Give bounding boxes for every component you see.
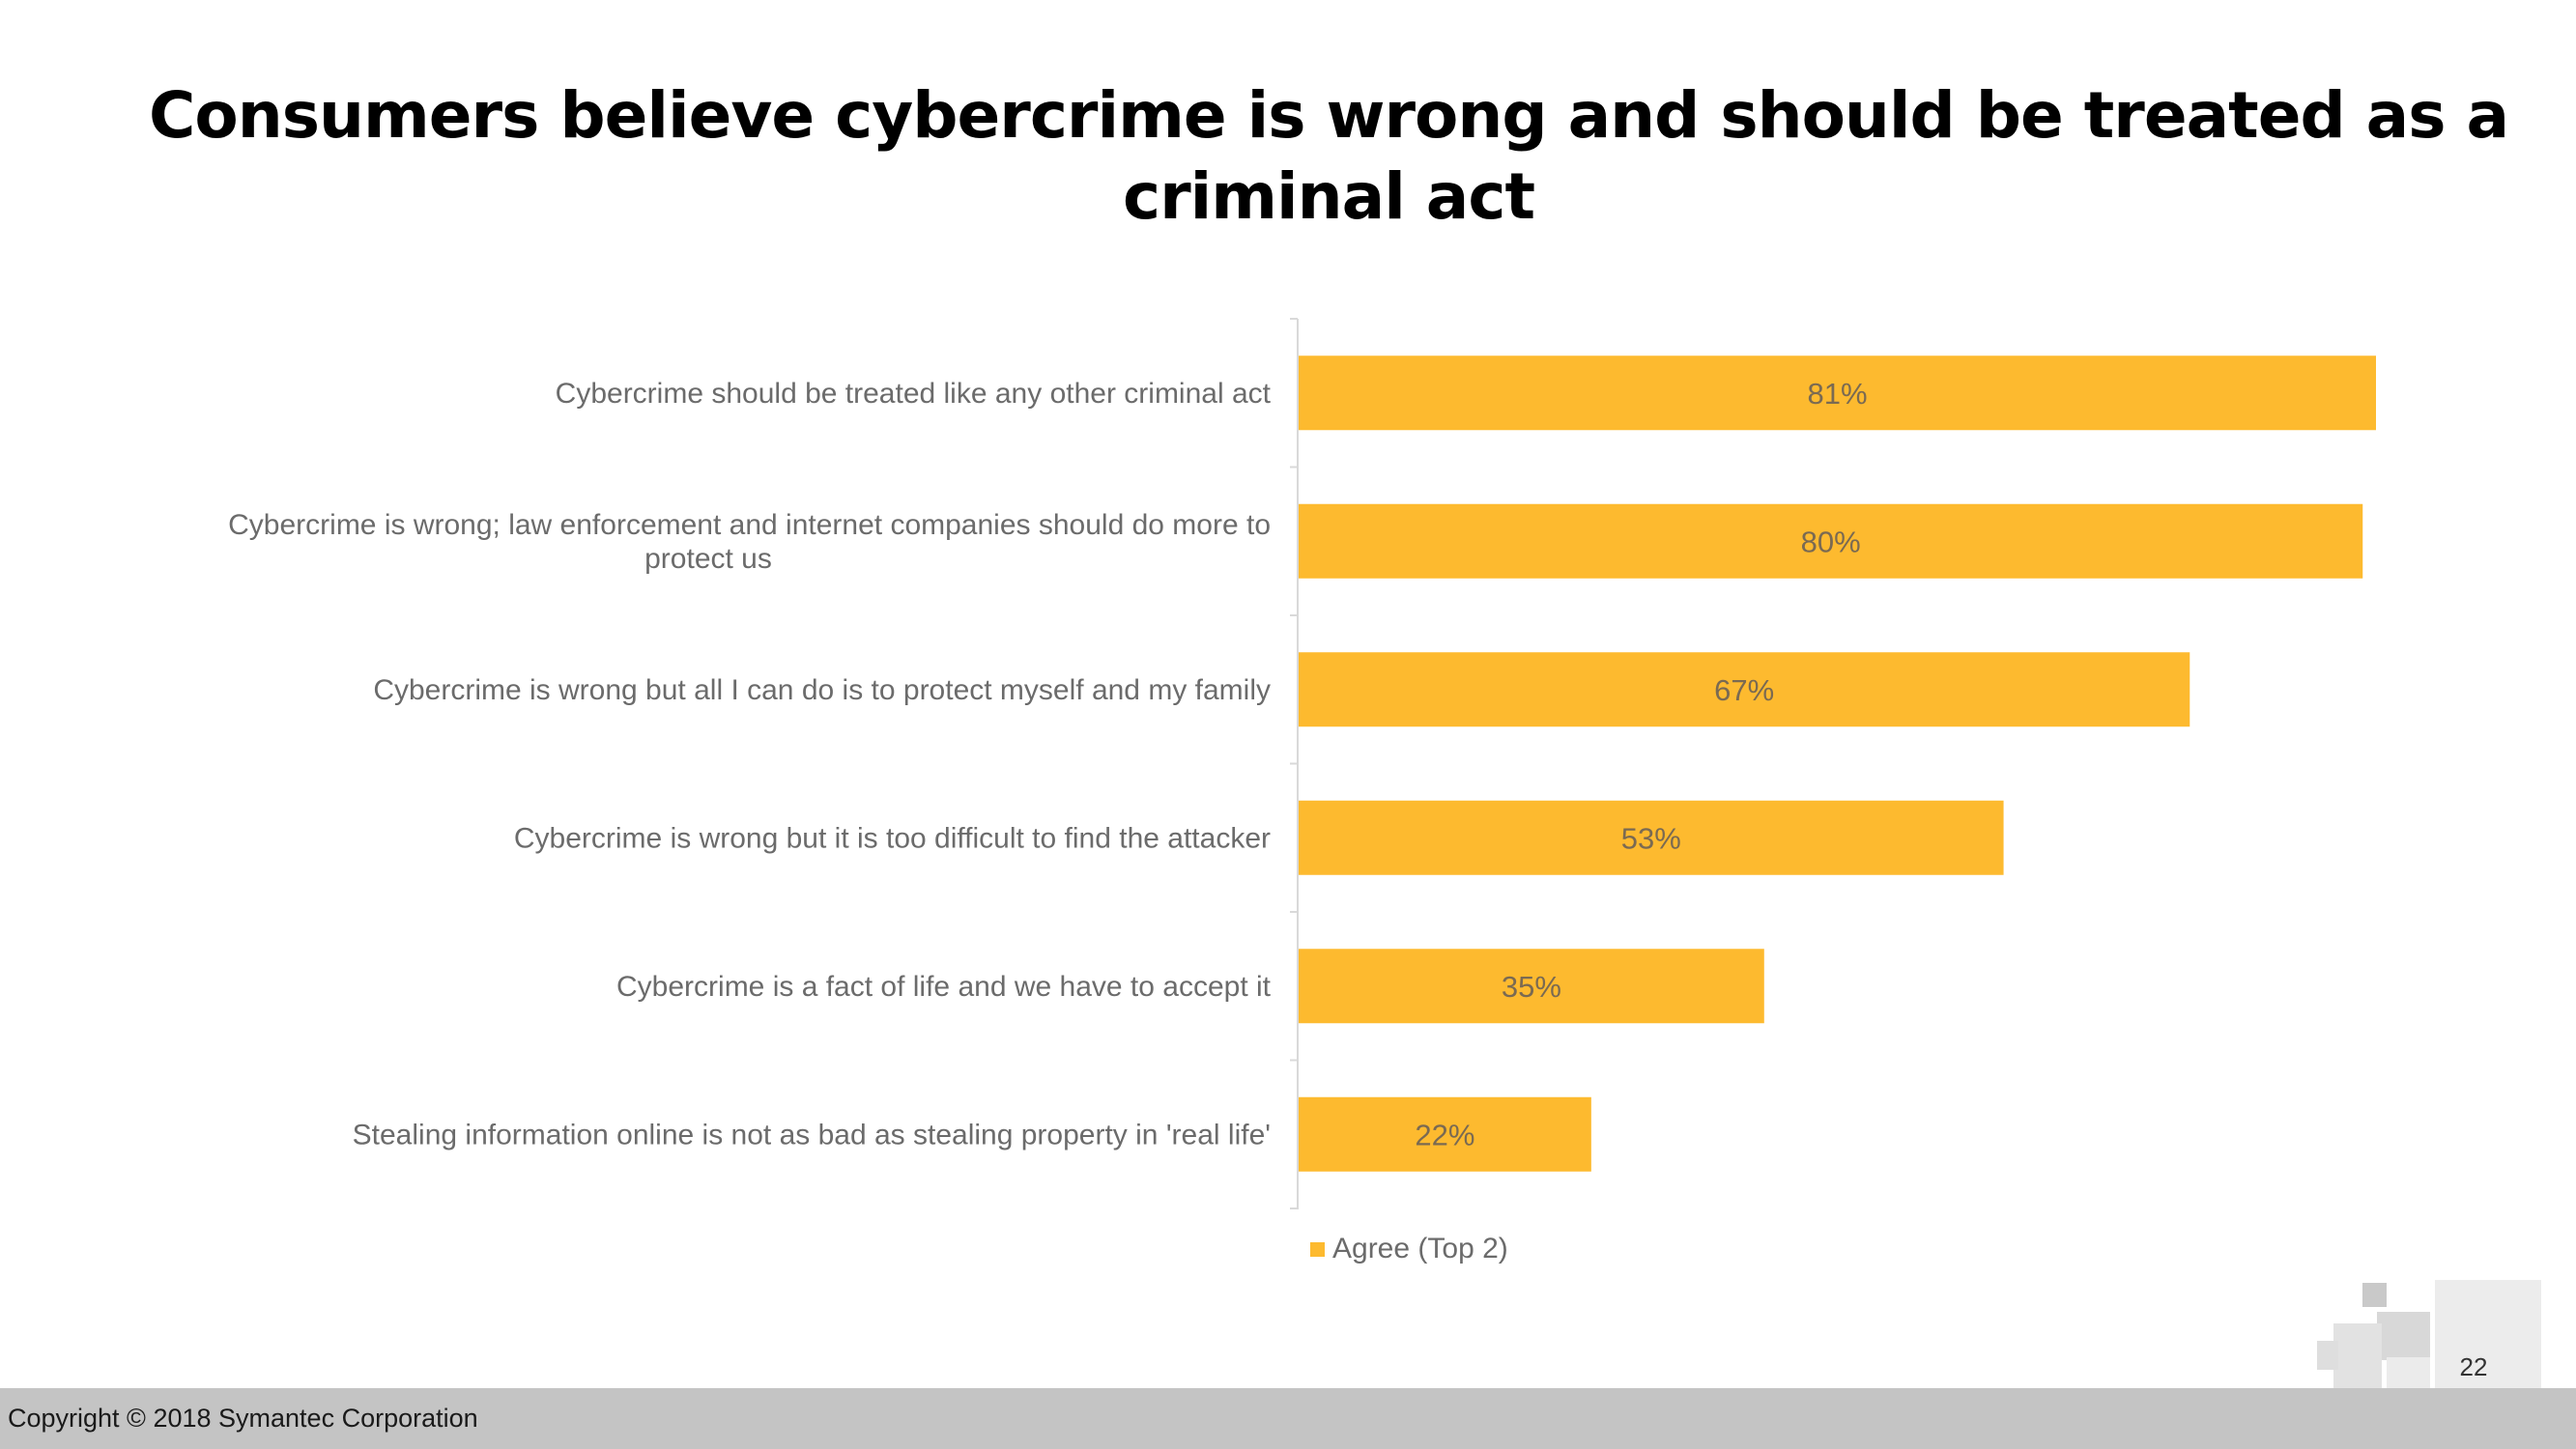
- deco-square: [2333, 1323, 2382, 1391]
- bar: [1299, 652, 2190, 727]
- bar: [1299, 355, 2376, 431]
- data-label: 53%: [1621, 821, 1681, 855]
- category-label-line: Stealing information online is not as ba…: [353, 1119, 1271, 1151]
- deco-square: [2317, 1341, 2338, 1370]
- legend-swatch: [1310, 1241, 1325, 1257]
- category-label: Stealing information online is not as ba…: [353, 1119, 1271, 1151]
- category-label-line: Cybercrime is a fact of life and we have…: [616, 971, 1272, 1003]
- bar: [1299, 503, 2363, 579]
- category-label: Cybercrime should be treated like any ot…: [556, 378, 1272, 410]
- deco-square: [2435, 1280, 2541, 1391]
- category-label: Cybercrime is wrong but it is too diffic…: [514, 822, 1271, 854]
- value-labels: 81% 80% 67% 53% 35% 22%: [1415, 377, 1867, 1152]
- copyright-text: Copyright © 2018 Symantec Corporation: [8, 1404, 478, 1433]
- bar: [1299, 1096, 1591, 1172]
- category-label-line: protect us: [644, 543, 772, 575]
- bar: [1299, 800, 2004, 875]
- decorative-squares: [2317, 1280, 2541, 1391]
- chart-legend: Agree (Top 2): [1310, 1233, 1508, 1265]
- category-labels: Cybercrime should be treated like any ot…: [228, 378, 1272, 1151]
- slide-title: Consumers believe cybercrime is wrong an…: [148, 78, 2509, 234]
- legend-label: Agree (Top 2): [1332, 1233, 1508, 1264]
- category-label: Cybercrime is a fact of life and we have…: [616, 971, 1272, 1003]
- category-label: Cybercrime is wrong but all I can do is …: [373, 674, 1271, 706]
- data-label: 81%: [1807, 377, 1867, 411]
- data-label: 80%: [1801, 525, 1861, 558]
- deco-square: [2377, 1312, 2430, 1360]
- deco-square: [2362, 1283, 2387, 1307]
- category-label-line: Cybercrime is wrong; law enforcement and…: [228, 509, 1271, 541]
- page-number: 22: [2459, 1352, 2488, 1381]
- y-axis-ticks: [1290, 318, 1298, 1209]
- data-label: 35%: [1502, 970, 1561, 1004]
- footer-bar: Copyright © 2018 Symantec Corporation: [0, 1388, 2576, 1449]
- bar-chart: 81% 80% 67% 53% 35% 22% Cybercrime should be …: [228, 318, 2376, 1209]
- data-label: 67%: [1714, 673, 1774, 707]
- category-label: Cybercrime is wrong; law enforcement and…: [228, 509, 1271, 575]
- category-label-line: Cybercrime is wrong but it is too diffic…: [514, 822, 1271, 854]
- category-label-line: Cybercrime is wrong but all I can do is …: [373, 674, 1271, 706]
- category-label-line: Cybercrime should be treated like any ot…: [556, 378, 1272, 410]
- bars: [1299, 355, 2376, 1172]
- data-label: 22%: [1415, 1118, 1474, 1151]
- deco-square: [2387, 1357, 2430, 1391]
- bar: [1299, 949, 1764, 1024]
